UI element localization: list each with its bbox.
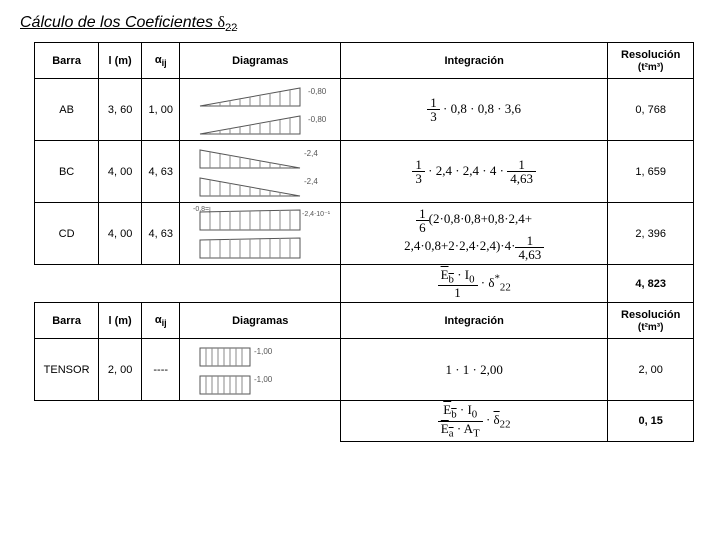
col-res: Resolución(t²m³) [608, 43, 694, 79]
integ-tensor: 1 · 1 · 2,00 [445, 362, 502, 377]
col-alpha: αij [141, 43, 180, 79]
cell-alpha: 4, 63 [141, 141, 180, 203]
cell-l: 4, 00 [99, 203, 142, 265]
cell-alpha: ---- [141, 339, 180, 401]
cell-barra: AB [35, 79, 99, 141]
sum-formula-2: Eb · I0Ea · AT · δ22 [340, 401, 607, 442]
svg-text:-2,4: -2,4 [304, 177, 318, 186]
svg-text:-1,00: -1,00 [254, 375, 273, 384]
svg-text:-2,4‧10⁻¹: -2,4‧10⁻¹ [302, 211, 330, 218]
sum-expr-2: Eb · I0Ea · AT · δ22 [438, 412, 511, 427]
cell-alpha: 1, 00 [141, 79, 180, 141]
cell-integ: 1 · 1 · 2,00 [340, 339, 607, 401]
diagram-cd: -0,8=j -2,4‧10⁻¹ [190, 206, 330, 262]
cell-barra: TENSOR [35, 339, 99, 401]
delta-symbol: δ [217, 14, 225, 31]
table-header-row: Barra l (m) αij Diagramas Integración Re… [35, 43, 694, 79]
sum-row: Eb · I01 · δ*22 4, 823 [35, 265, 694, 303]
col-barra: Barra [35, 43, 99, 79]
col-l: l (m) [99, 43, 142, 79]
sum-res: 4, 823 [608, 265, 694, 303]
col-diag: Diagramas [180, 43, 340, 79]
diagram-ab: -0,80 -0,80 [190, 82, 330, 138]
cell-diag: -0,8=j -2,4‧10⁻¹ [180, 203, 340, 265]
col-diag-2: Diagramas [180, 303, 340, 339]
sum-row-2: Eb · I0Ea · AT · δ22 0, 15 [35, 401, 694, 442]
svg-text:-2,4: -2,4 [304, 149, 318, 158]
cell-l: 3, 60 [99, 79, 142, 141]
cell-res: 2, 396 [608, 203, 694, 265]
cell-res: 1, 659 [608, 141, 694, 203]
svg-text:-0,80: -0,80 [308, 87, 327, 96]
table-row: AB 3, 60 1, 00 -0,80 -0,80 13 · 0,8 · 0,… [35, 79, 694, 141]
cell-res: 2, 00 [608, 339, 694, 401]
integ-cd: 16(2·0,8·0,8+0,8·2,4+2,4·0,8+2·2,4·2,4)·… [404, 211, 544, 253]
svg-text:-0,8=j: -0,8=j [193, 206, 211, 213]
table-row: CD 4, 00 4, 63 -0,8=j -2,4‧10⁻¹ 16(2·0,8… [35, 203, 694, 265]
cell-integ: 13 · 2,4 · 2,4 · 4 · 14,63 [340, 141, 607, 203]
table-row: TENSOR 2, 00 ---- -1,00 -1,00 1 · 1 · 2,… [35, 339, 694, 401]
cell-l: 2, 00 [99, 339, 142, 401]
delta-sub: 22 [225, 22, 237, 34]
cell-diag: -0,80 -0,80 [180, 79, 340, 141]
sum-formula: Eb · I01 · δ*22 [340, 265, 607, 303]
diagram-bc: -2,4 -2,4 [190, 144, 330, 200]
integ-bc: 13 · 2,4 · 2,4 · 4 · 14,63 [412, 163, 536, 178]
col-barra-2: Barra [35, 303, 99, 339]
sum-res-2: 0, 15 [608, 401, 694, 442]
page-title: Cálculo de los Coeficientes δ22 [20, 14, 700, 34]
col-l-2: l (m) [99, 303, 142, 339]
col-integ: Integración [340, 43, 607, 79]
col-integ-2: Integración [340, 303, 607, 339]
cell-barra: CD [35, 203, 99, 265]
cell-barra: BC [35, 141, 99, 203]
table-row: BC 4, 00 4, 63 -2,4 -2,4 13 · 2,4 · 2,4 … [35, 141, 694, 203]
cell-integ: 13 · 0,8 · 0,8 · 3,6 [340, 79, 607, 141]
sum-expr: Eb · I01 · δ*22 [438, 275, 511, 290]
cell-alpha: 4, 63 [141, 203, 180, 265]
table-header-row-2: Barra l (m) αij Diagramas Integración Re… [35, 303, 694, 339]
cell-diag: -1,00 -1,00 [180, 339, 340, 401]
title-prefix: Cálculo de los Coeficientes [20, 14, 217, 31]
cell-diag: -2,4 -2,4 [180, 141, 340, 203]
svg-text:-1,00: -1,00 [254, 347, 273, 356]
diagram-tensor: -1,00 -1,00 [190, 342, 330, 398]
integ-ab: 13 · 0,8 · 0,8 · 3,6 [427, 101, 521, 116]
cell-integ: 16(2·0,8·0,8+0,8·2,4+2,4·0,8+2·2,4·2,4)·… [340, 203, 607, 265]
col-alpha-2: αij [141, 303, 180, 339]
cell-l: 4, 00 [99, 141, 142, 203]
svg-text:-0,80: -0,80 [308, 115, 327, 124]
col-res-2: Resolución(t²m³) [608, 303, 694, 339]
cell-res: 0, 768 [608, 79, 694, 141]
coef-table-1: Barra l (m) αij Diagramas Integración Re… [34, 42, 694, 442]
